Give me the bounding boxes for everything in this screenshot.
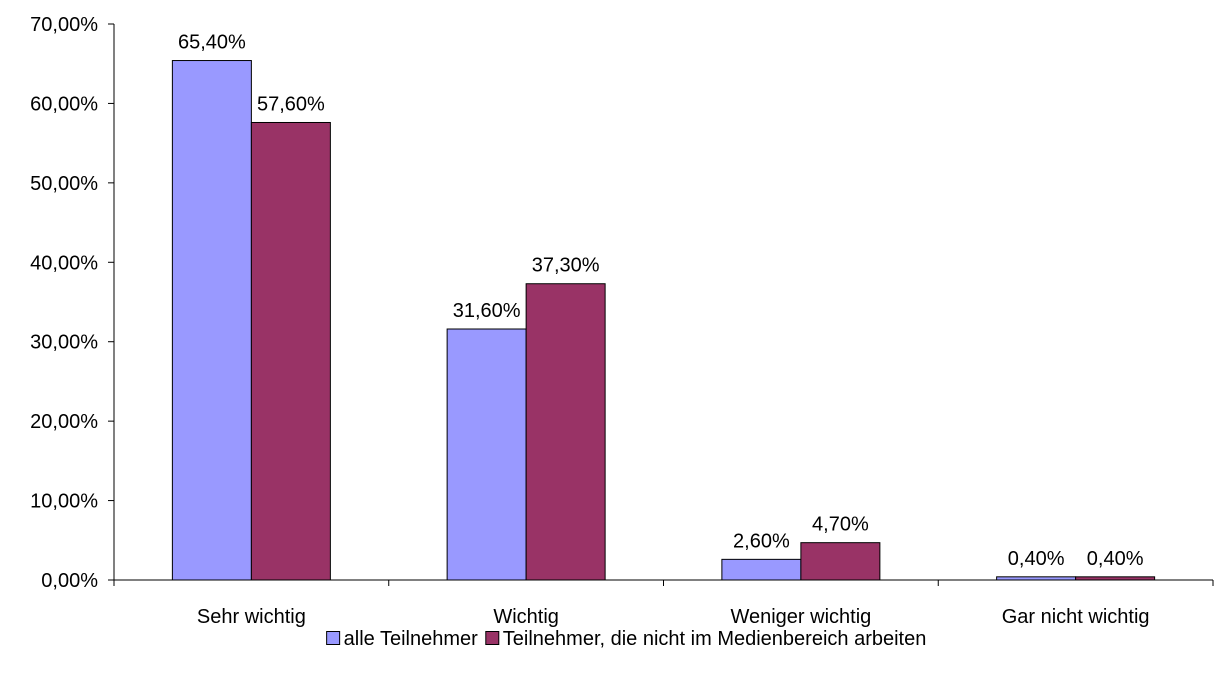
y-tick-label: 30,00% bbox=[30, 332, 98, 354]
y-tick-label: 60,00% bbox=[30, 93, 98, 115]
bar bbox=[525, 283, 606, 581]
bars bbox=[171, 60, 1156, 581]
y-axis-ticks: 0,00% 10,00% 20,00% 30,00% 40,00% 50,00% 60,00… bbox=[30, 14, 114, 592]
y-tick-label: 20,00% bbox=[30, 411, 98, 433]
y-tick-label: 10,00% bbox=[30, 491, 98, 513]
data-label: 37,30% bbox=[532, 255, 600, 277]
bar bbox=[721, 558, 802, 581]
bar bbox=[250, 121, 331, 581]
legend-swatch bbox=[485, 631, 500, 645]
legend-swatch bbox=[326, 631, 341, 645]
data-label: 4,70% bbox=[812, 514, 869, 536]
data-label: 2,60% bbox=[733, 530, 790, 552]
bar bbox=[171, 60, 252, 581]
y-tick-label: 70,00% bbox=[30, 14, 98, 36]
y-tick-label: 40,00% bbox=[30, 252, 98, 274]
category-label: Sehr wichtig bbox=[197, 606, 306, 628]
y-tick-label: 0,00% bbox=[41, 570, 98, 592]
data-label: 0,40% bbox=[1087, 548, 1144, 570]
bar bbox=[1075, 576, 1156, 581]
category-label: Gar nicht wichtig bbox=[1002, 606, 1150, 628]
bar bbox=[996, 576, 1077, 581]
category-label: Wichtig bbox=[493, 606, 559, 628]
data-label: 0,40% bbox=[1008, 548, 1065, 570]
category-label: Weniger wichtig bbox=[730, 606, 871, 628]
bar bbox=[800, 542, 881, 581]
bar bbox=[446, 328, 527, 581]
data-label: 57,60% bbox=[257, 93, 325, 115]
data-label: 65,40% bbox=[178, 32, 246, 54]
data-labels: 65,40% 57,60% 31,60% 37,30% 2,60% 4,70% 0,40% 0… bbox=[178, 32, 1144, 570]
legend: alle Teilnehmer Teilnehmer, die nicht im … bbox=[326, 628, 927, 650]
data-label: 31,60% bbox=[453, 300, 521, 322]
legend-label: Teilnehmer, die nicht im Medienbereich a… bbox=[503, 628, 927, 650]
legend-label: alle Teilnehmer bbox=[344, 628, 478, 650]
category-labels: Sehr wichtig Wichtig Weniger wichtig Gar ni… bbox=[197, 606, 1150, 628]
y-tick-label: 50,00% bbox=[30, 173, 98, 195]
